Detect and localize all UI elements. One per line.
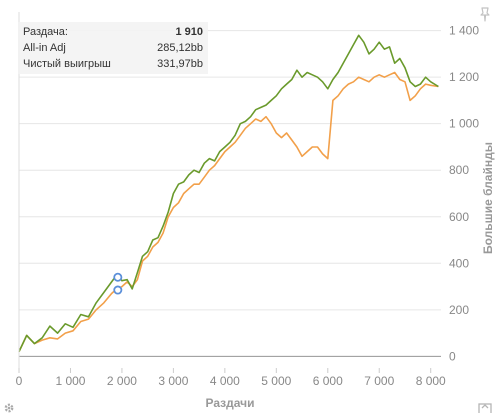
- hover-marker-0: [113, 272, 123, 282]
- export-icon[interactable]: [478, 402, 492, 413]
- grid-lines: [19, 30, 441, 357]
- x-tick-label-2: 2 000: [107, 374, 137, 388]
- y-axis-title: Большие блайнды: [481, 142, 495, 254]
- info-value-hand: 1 910: [175, 26, 203, 38]
- x-axis-title: Раздачи: [206, 396, 255, 410]
- y-tick-label-3: 600: [449, 210, 469, 224]
- y-axis-ticks: 0 200 400 600 800 1 000 1 200 1 400: [449, 24, 479, 364]
- info-value-net: 331,97bb: [157, 58, 203, 70]
- x-tick-label-3: 3 000: [158, 374, 188, 388]
- y-tick-label-4: 800: [449, 163, 469, 177]
- y-tick-label-1: 200: [449, 303, 469, 317]
- hover-marker-1: [113, 285, 123, 295]
- x-tick-label-4: 4 000: [210, 374, 240, 388]
- y-tick-label-7: 1 400: [449, 24, 479, 38]
- info-value-allin: 285,12bb: [157, 42, 203, 54]
- series-line-net_won: [18, 34, 439, 353]
- info-row-net: Чистый выигрыш 331,97bb: [18, 56, 208, 72]
- x-tick-label-5: 5 000: [261, 374, 291, 388]
- gear-icon[interactable]: [2, 401, 16, 413]
- y-tick-label-6: 1 200: [449, 70, 479, 84]
- marker-layer: [113, 272, 123, 295]
- y-tick-label-5: 1 000: [449, 117, 479, 131]
- hand-info-tooltip: Раздача: 1 910 All-in Adj 285,12bb Чисты…: [18, 22, 208, 74]
- x-tick-label-0: 0: [16, 374, 23, 388]
- y-tick-label-2: 400: [449, 256, 469, 270]
- info-row-allin: All-in Adj 285,12bb: [18, 40, 208, 56]
- y-tick-label-0: 0: [449, 349, 456, 363]
- pin-icon[interactable]: [477, 6, 493, 22]
- series-layer: [18, 34, 439, 353]
- x-tick-label-6: 6 000: [313, 374, 343, 388]
- x-tick-label-1: 1 000: [55, 374, 85, 388]
- info-label-net: Чистый выигрыш: [23, 58, 111, 70]
- info-label-hand: Раздача:: [23, 26, 68, 38]
- info-row-hand: Раздача: 1 910: [18, 24, 208, 40]
- x-tick-label-8: 8 000: [416, 374, 446, 388]
- x-tick-label-7: 7 000: [364, 374, 394, 388]
- x-axis-ticks: 0 1 000 2 000 3 000 4 000 5 000 6 000 7 000 8 00…: [16, 368, 446, 388]
- info-label-allin: All-in Adj: [23, 42, 66, 54]
